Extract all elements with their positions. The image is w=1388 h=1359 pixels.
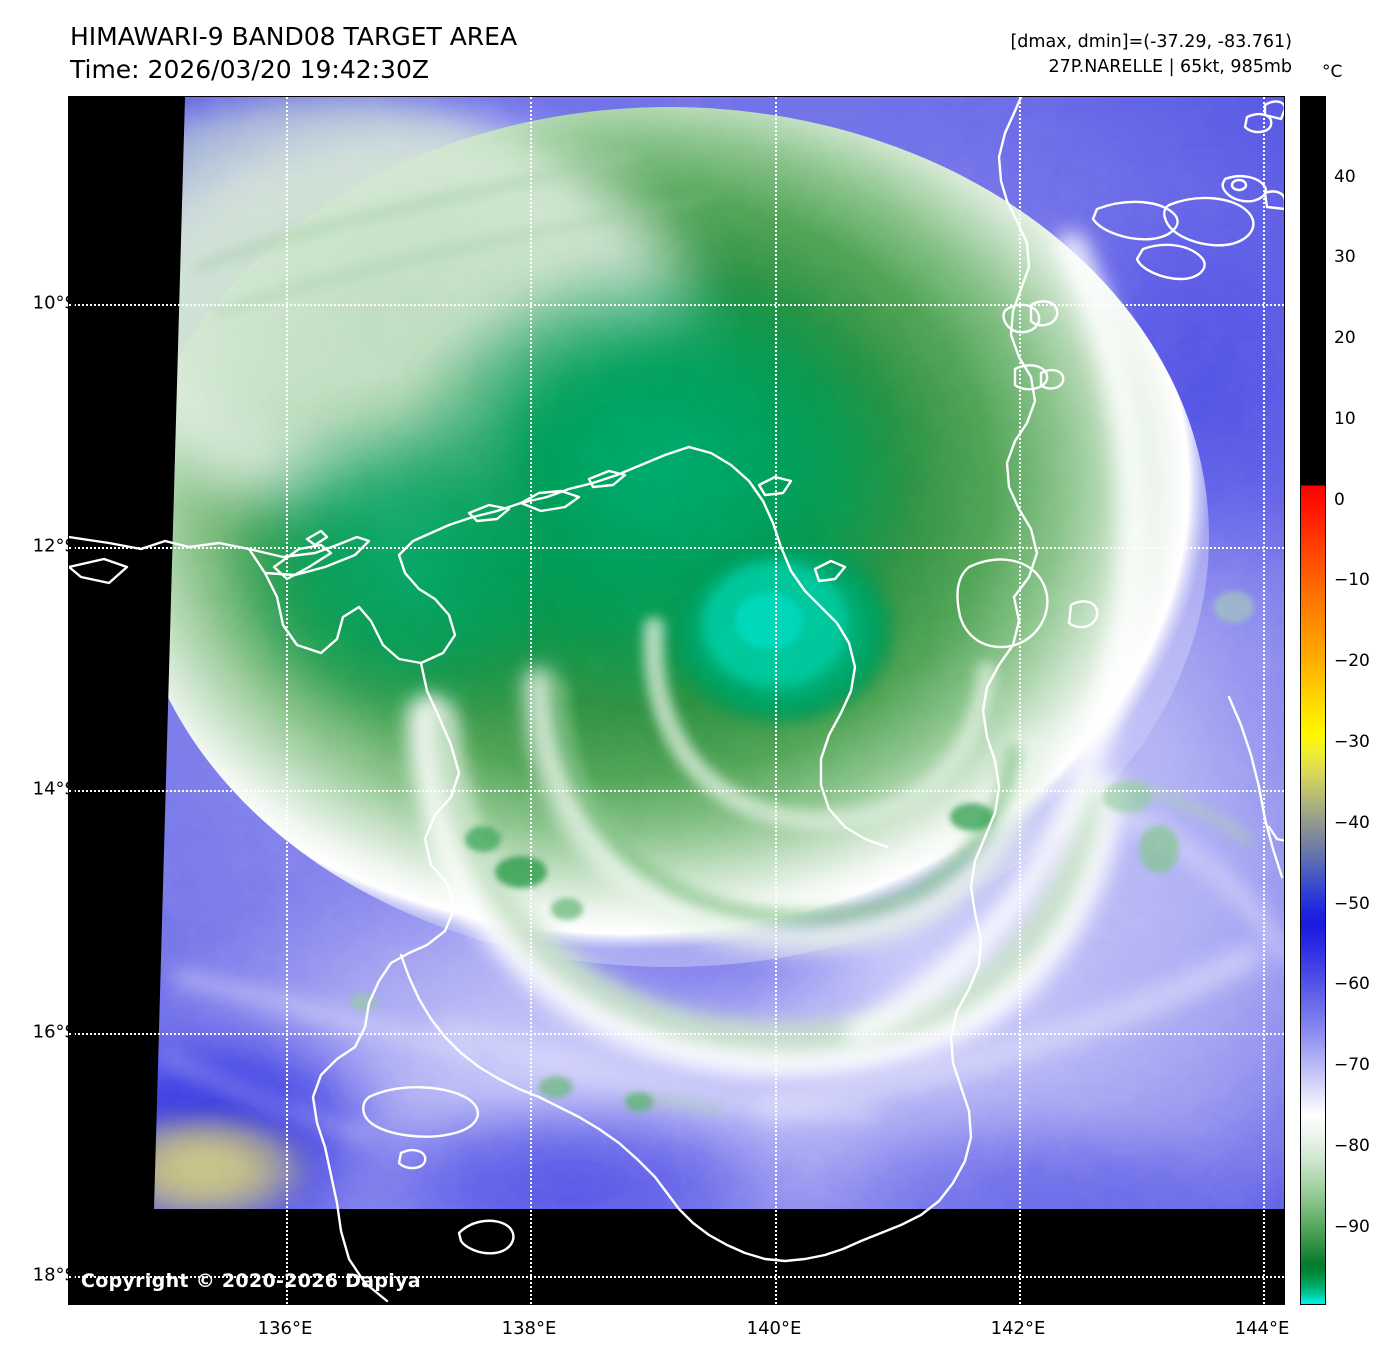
x-axis-tick-label: 144°E <box>1234 1318 1290 1339</box>
title-line-2: Time: 2026/03/20 19:42:30Z <box>70 55 429 84</box>
x-axis-tick-label: 136°E <box>257 1318 313 1339</box>
coastline-overlay <box>69 97 1284 1303</box>
data-range-label: [dmax, dmin]=(-37.29, -83.761) <box>1010 32 1292 52</box>
colorbar-tick-label: 40 <box>1334 167 1356 187</box>
x-axis-tick-label: 138°E <box>501 1318 557 1339</box>
title-line-1: HIMAWARI-9 BAND08 TARGET AREA <box>70 22 518 51</box>
colorbar-tick-label: −70 <box>1334 1055 1370 1075</box>
colorbar-units-label: °C <box>1322 62 1343 82</box>
y-axis-tick-label: 18°S <box>32 1264 76 1286</box>
colorbar-tick-label: −50 <box>1334 894 1370 914</box>
x-axis-tick-label: 142°E <box>990 1318 1046 1339</box>
colorbar-tick-label: −80 <box>1334 1136 1370 1156</box>
y-axis-tick-label: 14°S <box>32 778 76 800</box>
temperature-colorbar <box>1300 96 1326 1305</box>
colorbar-tick-label: −30 <box>1334 732 1370 752</box>
map-plot-area: Copyright © 2020-2026 Dapiya <box>68 96 1285 1305</box>
y-axis-tick-label: 16°S <box>32 1021 76 1043</box>
copyright-notice: Copyright © 2020-2026 Dapiya <box>81 1270 421 1292</box>
x-axis-tick-label: 140°E <box>746 1318 802 1339</box>
colorbar-tick-label: −60 <box>1334 974 1370 994</box>
y-axis-tick-label: 12°S <box>32 535 76 557</box>
y-axis-tick-label: 10°S <box>32 292 76 314</box>
colorbar-tick-label: −10 <box>1334 570 1370 590</box>
colorbar-tick-label: 30 <box>1334 247 1356 267</box>
colorbar-tick-label: 0 <box>1334 490 1345 510</box>
colorbar-tick-label: −40 <box>1334 813 1370 833</box>
storm-info-label: 27P.NARELLE | 65kt, 985mb <box>1048 56 1292 77</box>
colorbar-tick-label: −90 <box>1334 1217 1370 1237</box>
colorbar-tick-label: −20 <box>1334 651 1370 671</box>
satellite-infrared-imagery <box>69 97 1284 1304</box>
figure-title: HIMAWARI-9 BAND08 TARGET AREA Time: 2026… <box>70 20 517 86</box>
colorbar-tick-label: 20 <box>1334 328 1356 348</box>
figure-metadata: [dmax, dmin]=(-37.29, -83.761) 27P.NAREL… <box>1010 30 1292 80</box>
colorbar-tick-label: 10 <box>1334 409 1356 429</box>
